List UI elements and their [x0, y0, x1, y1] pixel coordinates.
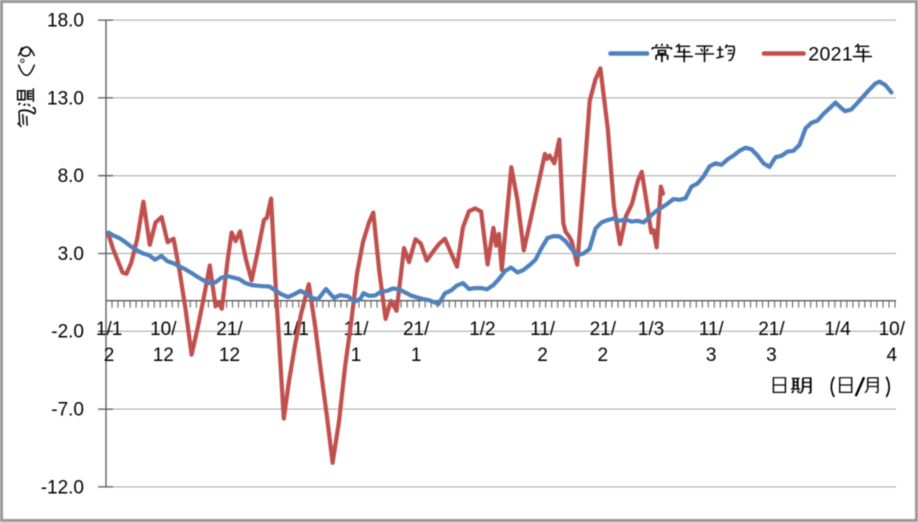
svg-text:12: 12: [153, 345, 174, 366]
svg-text:12: 12: [219, 345, 240, 366]
svg-text:4: 4: [887, 345, 898, 366]
svg-text:1/1: 1/1: [96, 319, 122, 340]
svg-text:1: 1: [411, 345, 422, 366]
svg-text:2021: 2021: [808, 44, 853, 66]
svg-text:1/2: 1/2: [469, 319, 495, 340]
svg-text:13.0: 13.0: [47, 88, 84, 109]
svg-text:11/: 11/: [699, 319, 725, 340]
svg-text:2: 2: [537, 345, 548, 366]
svg-text:1/1: 1/1: [283, 319, 309, 340]
svg-text:-7.0: -7.0: [51, 400, 84, 421]
svg-text:8.0: 8.0: [58, 166, 84, 187]
svg-text:1/3: 1/3: [638, 319, 664, 340]
svg-text:11/: 11/: [530, 319, 556, 340]
svg-text:21/: 21/: [403, 319, 430, 340]
svg-text:3.0: 3.0: [58, 244, 84, 265]
svg-text:3: 3: [706, 345, 717, 366]
svg-text:10/: 10/: [150, 319, 177, 340]
svg-text:3: 3: [766, 345, 777, 366]
svg-text:-2.0: -2.0: [51, 322, 84, 343]
svg-text:2: 2: [104, 345, 115, 366]
svg-text:2: 2: [598, 345, 609, 366]
svg-text:-12.0: -12.0: [41, 477, 84, 498]
svg-text:21/: 21/: [216, 319, 243, 340]
svg-text:10/: 10/: [879, 319, 906, 340]
svg-text:1/4: 1/4: [824, 319, 851, 340]
svg-text:21/: 21/: [758, 319, 785, 340]
svg-text:18.0: 18.0: [47, 11, 84, 32]
svg-text:°C: °C: [18, 46, 35, 64]
svg-text:1: 1: [351, 345, 362, 366]
svg-text:21/: 21/: [590, 319, 617, 340]
